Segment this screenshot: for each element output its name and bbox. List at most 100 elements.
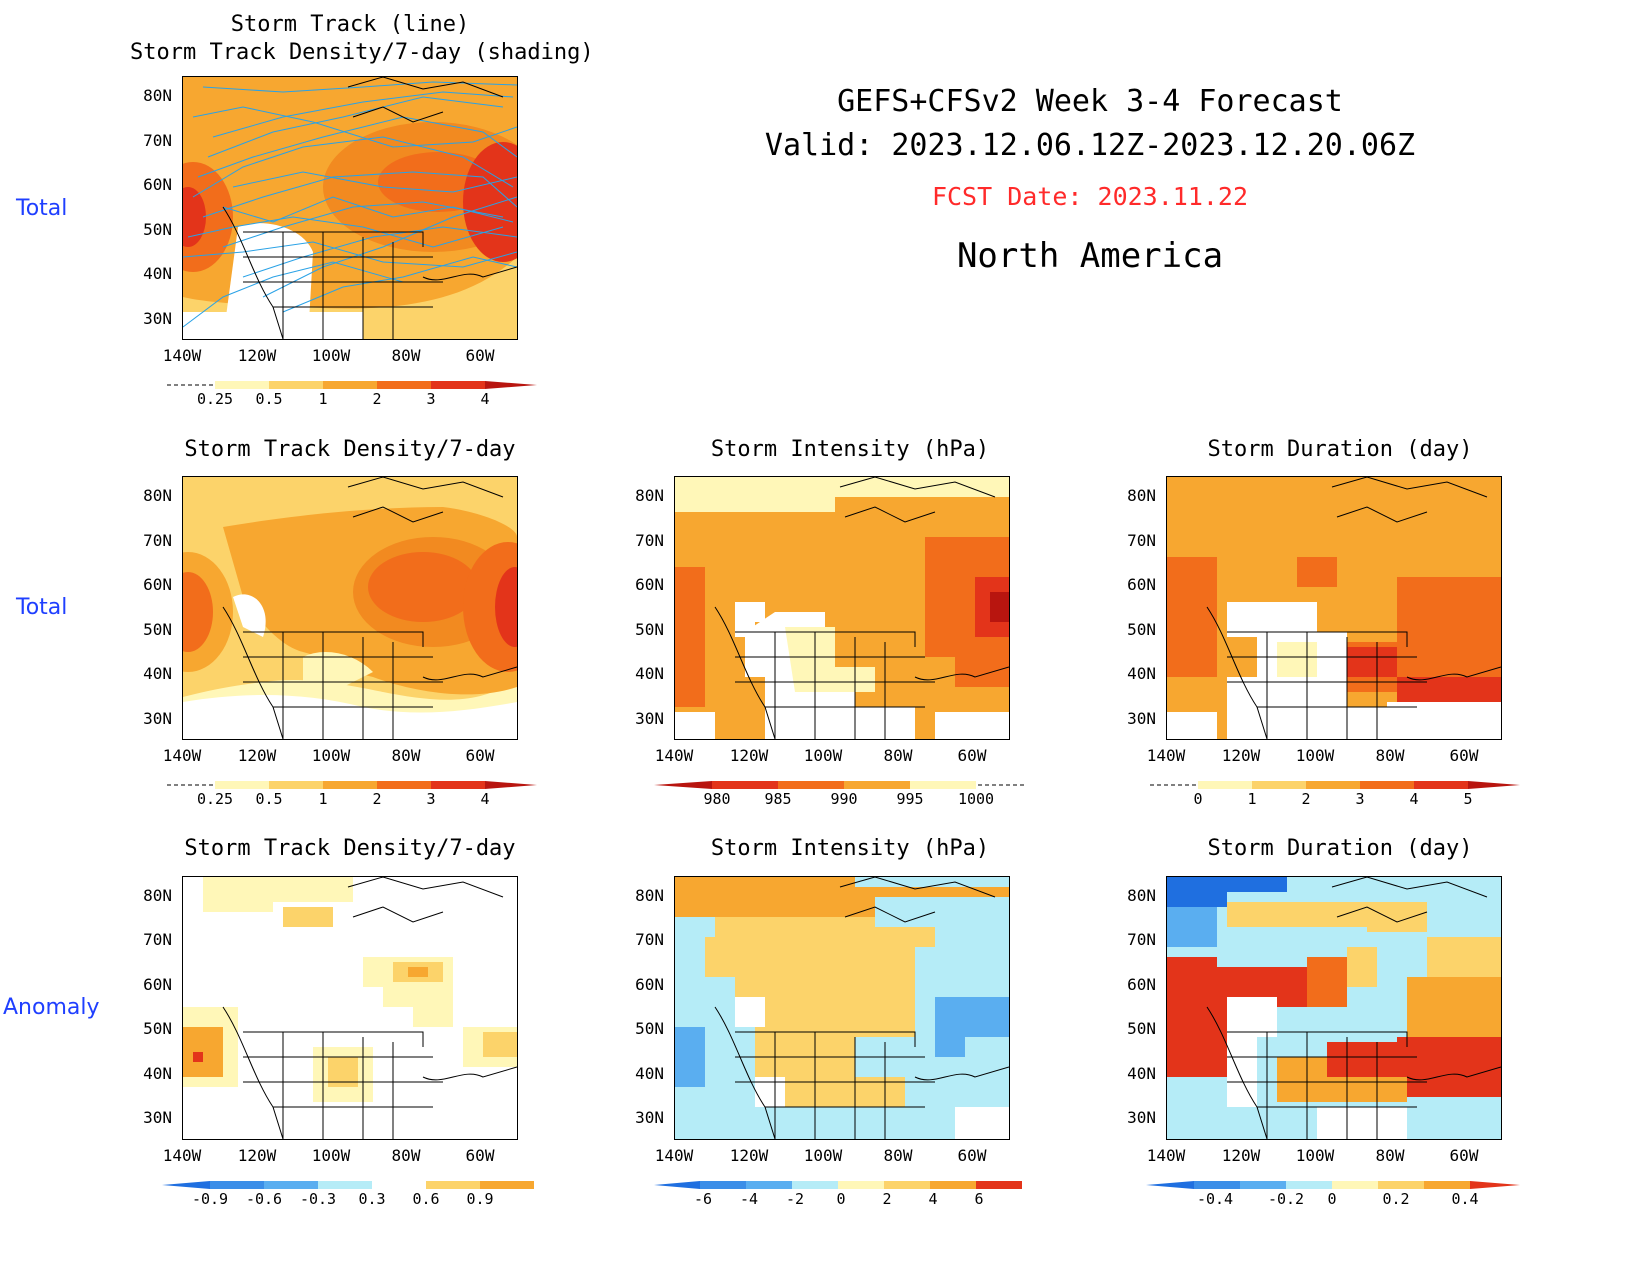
- panel4-title: Storm Duration (day): [1207, 437, 1473, 462]
- header-region: North America: [956, 236, 1224, 276]
- panel1-lon-80w: 80W: [391, 346, 421, 365]
- panel3-cbar-label-4: 1000: [957, 790, 995, 808]
- panel6-cbar-label-0: -6: [693, 1190, 713, 1208]
- panel4-lat-60n: 60N: [1127, 575, 1156, 594]
- panel3-lat-30n: 30N: [635, 709, 664, 728]
- panel1-lat-70n: 70N: [143, 131, 172, 150]
- panel3-lon-60w: 60W: [957, 746, 987, 765]
- panel2-cbar-label-5: 4: [480, 790, 490, 808]
- panel7-title: Storm Duration (day): [1207, 836, 1473, 861]
- header-valid-range: Valid: 2023.12.06.12Z-2023.12.20.06Z: [764, 128, 1416, 163]
- panel5-cbar-label-5: 0.9: [466, 1190, 494, 1208]
- panel3-lon-80w: 80W: [883, 746, 913, 765]
- panel6-lat-80n: 80N: [635, 886, 664, 905]
- panel4-lon-140w: 140W: [1146, 746, 1186, 765]
- panel7-cbar-label-2: 0: [1327, 1190, 1337, 1208]
- header-title: GEFS+CFSv2 Week 3-4 Forecast: [837, 84, 1343, 119]
- panel7-lat-60n: 60N: [1127, 975, 1156, 994]
- panel7-lat-30n: 30N: [1127, 1108, 1156, 1127]
- panel3-cbar-label-3: 995: [896, 790, 924, 808]
- panel1-title-line2: Storm Track Density/7-day (shading): [130, 40, 594, 65]
- row-label-total-1: Total: [16, 196, 68, 221]
- panel5-lat-40n: 40N: [143, 1064, 172, 1083]
- panel6-lon-140w: 140W: [654, 1146, 694, 1165]
- panel2-cbar-label-1: 0.5: [255, 790, 283, 808]
- panel1-title-line1: Storm Track (line): [230, 12, 470, 37]
- panel5-cbar-label-4: 0.6: [412, 1190, 440, 1208]
- panel7-colorbar: [1146, 1181, 1520, 1189]
- panel2-lon-60w: 60W: [465, 746, 495, 765]
- panel2-lat-50n: 50N: [143, 620, 172, 639]
- panel6-cbar-label-1: -4: [739, 1190, 759, 1208]
- panel1-lon-60w: 60W: [465, 346, 495, 365]
- panel5-lon-120w: 120W: [237, 1146, 277, 1165]
- panel2-lon-100w: 100W: [311, 746, 351, 765]
- row-label-anomaly: Anomaly: [3, 995, 100, 1020]
- panel6-map-graphic: [675, 877, 1009, 1139]
- panel4-colorbar: [1150, 781, 1520, 789]
- panel3-title: Storm Intensity (hPa): [710, 437, 990, 462]
- panel5-title: Storm Track Density/7-day: [184, 836, 516, 861]
- panel3-lon-100w: 100W: [803, 746, 843, 765]
- panel7-cbar-label-4: 0.4: [1451, 1190, 1479, 1208]
- panel1-lat-30n: 30N: [143, 309, 172, 328]
- panel6-lat-60n: 60N: [635, 975, 664, 994]
- panel3-map: [674, 476, 1010, 740]
- panel2-colorbar: [167, 781, 537, 789]
- panel5-map: [182, 876, 518, 1140]
- panel2-cbar-label-2: 1: [318, 790, 328, 808]
- panel4-lat-30n: 30N: [1127, 709, 1156, 728]
- panel7-map: [1166, 876, 1502, 1140]
- panel7-lon-80w: 80W: [1375, 1146, 1405, 1165]
- panel2-cbar-label-3: 2: [372, 790, 382, 808]
- panel1-cbar-label-5: 4: [480, 390, 490, 408]
- panel3-map-graphic: [675, 477, 1009, 739]
- panel4-lat-40n: 40N: [1127, 664, 1156, 683]
- panel3-lat-60n: 60N: [635, 575, 664, 594]
- panel1-map: [182, 76, 518, 340]
- panel6-cbar-label-2: -2: [785, 1190, 805, 1208]
- panel5-lat-70n: 70N: [143, 930, 172, 949]
- panel6-lat-50n: 50N: [635, 1019, 664, 1038]
- panel4-lon-100w: 100W: [1295, 746, 1335, 765]
- panel4-lon-80w: 80W: [1375, 746, 1405, 765]
- panel4-map: [1166, 476, 1502, 740]
- panel2-map-graphic: [183, 477, 517, 739]
- panel3-lat-80n: 80N: [635, 486, 664, 505]
- panel5-map-graphic: [183, 877, 517, 1139]
- panel6-map: [674, 876, 1010, 1140]
- panel3-lon-140w: 140W: [654, 746, 694, 765]
- panel2-lat-80n: 80N: [143, 486, 172, 505]
- panel1-cbar-label-0: 0.25: [196, 390, 234, 408]
- panel1-lat-60n: 60N: [143, 175, 172, 194]
- panel6-title: Storm Intensity (hPa): [710, 836, 990, 861]
- panel7-lat-70n: 70N: [1127, 930, 1156, 949]
- panel2-lat-70n: 70N: [143, 531, 172, 550]
- panel5-lon-140w: 140W: [162, 1146, 202, 1165]
- panel6-lon-60w: 60W: [957, 1146, 987, 1165]
- panel3-lat-50n: 50N: [635, 620, 664, 639]
- panel3-cbar-label-2: 990: [830, 790, 858, 808]
- panel1-lon-100w: 100W: [311, 346, 351, 365]
- panel2-lon-140w: 140W: [162, 746, 202, 765]
- panel6-lat-40n: 40N: [635, 1064, 664, 1083]
- panel5-cbar-label-0: -0.9: [191, 1190, 229, 1208]
- panel2-lon-120w: 120W: [237, 746, 277, 765]
- panel4-map-graphic: [1167, 477, 1501, 739]
- panel3-cbar-label-0: 980: [703, 790, 731, 808]
- panel1-cbar-label-2: 1: [318, 390, 328, 408]
- row-label-total-2: Total: [16, 595, 68, 620]
- panel5-lon-80w: 80W: [391, 1146, 421, 1165]
- panel2-map: [182, 476, 518, 740]
- panel4-cbar-label-0: 0: [1193, 790, 1203, 808]
- panel6-lat-30n: 30N: [635, 1108, 664, 1127]
- panel4-cbar-label-4: 4: [1409, 790, 1419, 808]
- panel4-cbar-label-3: 3: [1355, 790, 1365, 808]
- panel4-cbar-label-5: 5: [1463, 790, 1473, 808]
- panel7-cbar-label-1: -0.2: [1267, 1190, 1305, 1208]
- panel5-cbar-label-3: 0.3: [358, 1190, 386, 1208]
- panel3-lon-120w: 120W: [729, 746, 769, 765]
- panel6-lat-70n: 70N: [635, 930, 664, 949]
- panel1-map-graphic: [183, 77, 517, 339]
- panel2-lon-80w: 80W: [391, 746, 421, 765]
